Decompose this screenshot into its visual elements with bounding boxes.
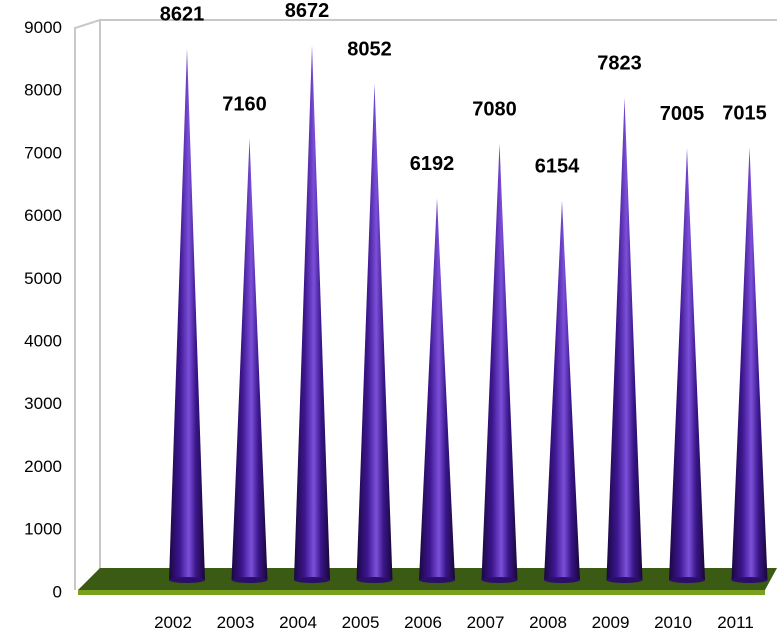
side-wall bbox=[74, 18, 101, 590]
x-tick-label: 2010 bbox=[654, 613, 692, 632]
bar bbox=[544, 200, 580, 580]
y-tick-label: 1000 bbox=[24, 520, 62, 539]
data-label: 6154 bbox=[535, 156, 580, 178]
bar-base bbox=[231, 577, 268, 583]
x-tick-label: 2007 bbox=[467, 613, 505, 632]
bar-base bbox=[731, 577, 768, 583]
x-tick-label: 2008 bbox=[529, 613, 567, 632]
x-tick-label: 2006 bbox=[404, 613, 442, 632]
data-label: 7823 bbox=[597, 53, 642, 75]
y-tick-label: 7000 bbox=[24, 143, 62, 162]
bar bbox=[231, 138, 268, 580]
bar bbox=[294, 45, 330, 580]
y-axis: 9000 8000 7000 6000 5000 4000 3000 2000 1000 0 bbox=[24, 18, 62, 601]
data-label: 6192 bbox=[410, 153, 455, 175]
bar-base bbox=[669, 577, 705, 583]
x-tick-label: 2005 bbox=[342, 613, 380, 632]
x-tick-label: 2003 bbox=[217, 613, 255, 632]
bar bbox=[481, 143, 518, 580]
y-tick-label: 6000 bbox=[24, 206, 62, 225]
data-label: 7015 bbox=[722, 102, 767, 124]
bar bbox=[356, 83, 393, 581]
chart-walls bbox=[74, 18, 777, 590]
y-tick-label: 0 bbox=[53, 582, 62, 601]
data-label: 8672 bbox=[285, 0, 330, 22]
bar-base bbox=[606, 577, 643, 583]
bar bbox=[169, 48, 205, 581]
bar bbox=[669, 148, 705, 580]
bar-base bbox=[544, 577, 580, 583]
bar-base bbox=[294, 577, 330, 583]
y-tick-label: 9000 bbox=[24, 18, 62, 37]
bar bbox=[419, 198, 455, 580]
data-label: 8052 bbox=[347, 38, 392, 60]
bars bbox=[169, 45, 768, 583]
data-label: 8621 bbox=[160, 3, 205, 25]
y-tick-label: 4000 bbox=[24, 332, 62, 351]
y-tick-label: 8000 bbox=[24, 81, 62, 100]
x-tick-label: 2004 bbox=[279, 613, 317, 632]
data-label: 7160 bbox=[222, 93, 267, 115]
data-label: 7080 bbox=[472, 98, 517, 120]
bar-base bbox=[356, 577, 393, 583]
y-tick-label: 2000 bbox=[24, 457, 62, 476]
x-axis: 2002 2003 2004 2005 2006 2007 2008 2009 2010 2011 bbox=[154, 613, 754, 632]
x-tick-label: 2002 bbox=[154, 613, 192, 632]
data-label: 7005 bbox=[660, 103, 705, 125]
floor-edge bbox=[78, 590, 765, 595]
bar bbox=[731, 147, 768, 581]
x-tick-label: 2011 bbox=[717, 613, 754, 632]
bar bbox=[606, 97, 643, 580]
y-tick-label: 5000 bbox=[24, 269, 62, 288]
bar-base bbox=[481, 577, 518, 583]
x-tick-label: 2009 bbox=[592, 613, 630, 632]
bar-base bbox=[419, 577, 455, 583]
y-tick-label: 3000 bbox=[24, 394, 62, 413]
bar-base bbox=[169, 577, 205, 583]
data-labels: 8621 7160 8672 8052 6192 7080 6154 7823 7005 7015 bbox=[160, 0, 767, 177]
